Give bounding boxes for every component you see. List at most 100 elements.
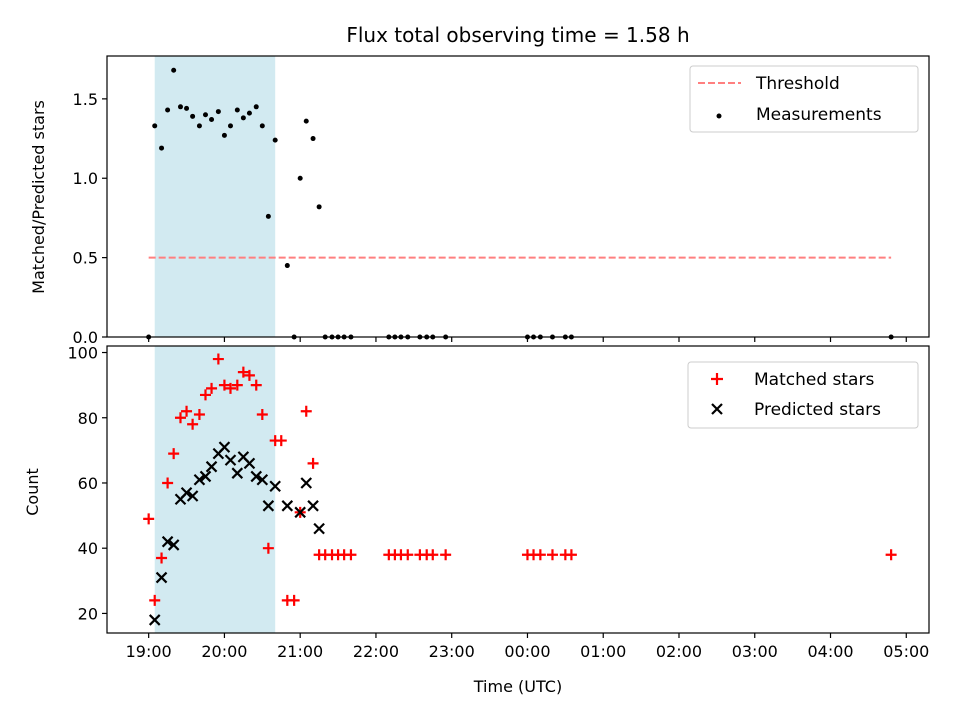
x-tick-label: 21:00: [277, 642, 323, 661]
measurement-point: [184, 105, 190, 111]
predicted-stars-point: [199, 470, 212, 483]
bottom-y-tick-label: 40: [78, 539, 98, 558]
predicted-stars-point: [256, 473, 269, 486]
matched-stars-point: [440, 549, 452, 561]
measurement-point: [221, 132, 227, 138]
matched-stars-point: [402, 549, 414, 561]
measurement-point: [152, 123, 158, 129]
x-tick-label: 04:00: [807, 642, 853, 661]
matched-stars-point: [187, 418, 199, 430]
matched-stars-point: [237, 366, 249, 378]
bottom-y-axis-label: Count: [23, 468, 42, 516]
top-legend-frame: [689, 65, 919, 133]
x-tick-label: 05:00: [883, 642, 929, 661]
matched-stars-point: [224, 382, 236, 394]
measurement-point: [265, 213, 271, 219]
bottom-axes-frame: [106, 345, 930, 634]
predicted-stars-point: [262, 500, 275, 512]
matched-stars-point: [288, 594, 300, 606]
top-y-tick-label: 1.0: [73, 169, 98, 188]
predicted-stars-point: [224, 454, 237, 466]
matched-stars-point: [212, 353, 224, 365]
count-axes: 20 40 60 80 100 19:00 20:00 21:00 22:00 23:00 00:0…: [67, 344, 930, 661]
top-legend: Threshold Measurements: [689, 65, 919, 133]
matched-stars-point: [534, 549, 546, 561]
predicted-stars-point: [250, 470, 263, 483]
bottom-y-tick-label: 100: [67, 344, 98, 363]
measurement-point: [227, 123, 233, 129]
matched-stars-point: [243, 369, 255, 381]
top-y-tick-label: 0.5: [73, 249, 98, 268]
measurement-point: [165, 107, 171, 113]
predicted-stars-point: [307, 500, 319, 512]
matched-stars-point: [231, 379, 243, 391]
measurement-point: [284, 263, 290, 269]
predicted-stars-point: [243, 457, 256, 470]
top-y-tick-label: 1.5: [73, 90, 98, 109]
bottom-y-tick-label: 80: [78, 409, 98, 428]
measurement-point: [202, 112, 208, 118]
matched-stars-point: [546, 549, 558, 561]
matched-stars-point: [199, 389, 211, 401]
matched-stars-point: [193, 408, 205, 420]
matched-stars-point: [143, 513, 155, 525]
matched-stars-point: [256, 408, 268, 420]
top-observing-span: [154, 56, 276, 337]
matched-stars-point: [250, 379, 262, 391]
measurements-legend-label: Measurements: [756, 105, 882, 125]
top-axes-frame: [106, 55, 930, 338]
measurement-point: [303, 118, 309, 124]
predicted-stars-point: [313, 522, 325, 535]
measurement-point: [297, 175, 303, 181]
measurement-point: [190, 113, 196, 119]
matched-stars-point: [218, 379, 230, 391]
predicted-stars-point: [269, 480, 281, 493]
x-tick-label: 20:00: [201, 642, 247, 661]
x-tick-label: 01:00: [580, 642, 626, 661]
matched-stars-point: [174, 412, 186, 424]
matched-stars-point: [168, 448, 180, 460]
predicted-stars-point: [281, 500, 294, 512]
predicted-stars-point: [294, 506, 306, 519]
matched-stars-point: [300, 405, 312, 417]
predicted-stars-point: [148, 614, 161, 626]
measurement-point: [215, 109, 221, 115]
predicted-stars-point: [300, 477, 313, 489]
matched-stars-point: [181, 405, 193, 417]
matched-stars-point: [885, 549, 897, 561]
measurement-point: [171, 67, 177, 73]
measurement-point: [209, 117, 215, 123]
bottom-legend-frame: [687, 361, 919, 429]
x-tick-label: 02:00: [656, 642, 702, 661]
top-y-tick-label: 0.0: [73, 328, 98, 347]
measurement-point: [196, 123, 202, 129]
measurement-point: [159, 145, 165, 151]
measurement-point: [272, 137, 278, 143]
measurement-point: [234, 107, 240, 113]
x-axis-label: Time (UTC): [473, 677, 562, 696]
measurements-legend-marker: [716, 113, 722, 119]
predicted-stars-point: [180, 486, 193, 499]
matched-legend-marker: [711, 373, 723, 385]
matched-stars-point: [262, 542, 274, 554]
matched-legend-label: Matched stars: [754, 370, 874, 390]
measurement-point: [240, 115, 246, 121]
matched-stars-point: [156, 552, 168, 564]
matched-stars-point: [162, 477, 174, 489]
predicted-stars-point: [205, 460, 218, 473]
matched-stars-point: [345, 549, 357, 561]
measurement-point: [177, 104, 183, 110]
predicted-stars-point: [161, 535, 174, 548]
predicted-stars-point: [218, 441, 231, 453]
matched-stars-point: [206, 382, 218, 394]
bottom-legend: Matched stars Predicted stars: [687, 361, 919, 429]
predicted-stars-point: [231, 467, 244, 479]
threshold-legend-label: Threshold: [755, 74, 840, 94]
x-tick-label: 19:00: [126, 642, 172, 661]
predicted-legend-label: Predicted stars: [754, 400, 881, 420]
predicted-stars-point: [155, 571, 168, 584]
predicted-stars-point: [186, 490, 199, 502]
measurement-point: [246, 110, 252, 116]
top-y-axis-label: Matched/Predicted stars: [29, 100, 48, 294]
measurement-point: [253, 104, 259, 110]
